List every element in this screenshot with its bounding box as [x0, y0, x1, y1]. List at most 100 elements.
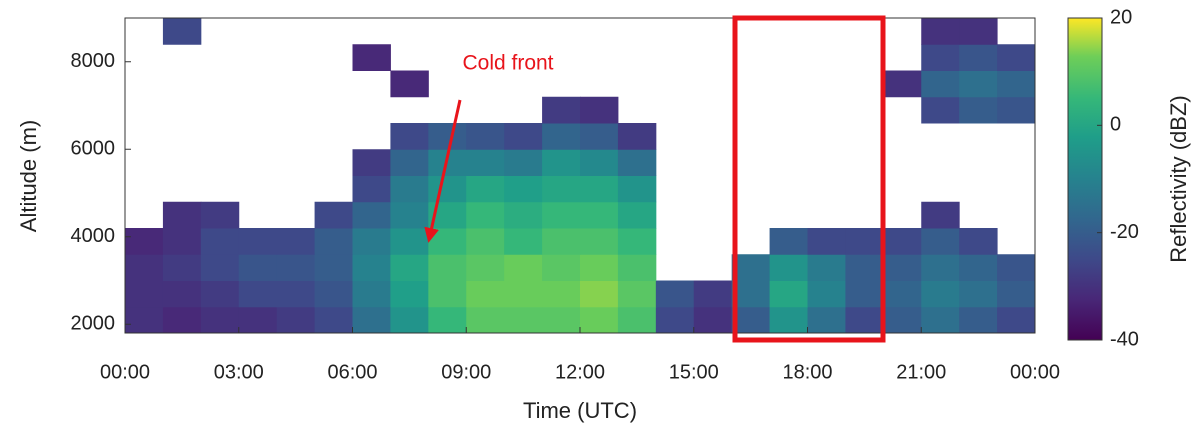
x-tick-label: 09:00	[441, 361, 491, 383]
heatmap-cell	[959, 280, 998, 308]
heatmap-cell	[731, 306, 771, 334]
heatmap-cell	[125, 306, 164, 334]
heatmap-cell	[314, 306, 353, 334]
heatmap-cell	[200, 306, 240, 334]
heatmap-cell	[314, 201, 353, 229]
heatmap-cell	[921, 254, 960, 281]
heatmap-cell	[125, 280, 164, 308]
heatmap-cell	[238, 306, 278, 334]
heatmap-cell	[883, 228, 922, 255]
x-tick-label: 21:00	[896, 361, 946, 383]
heatmap-cell	[542, 149, 581, 176]
heatmap-cell	[466, 228, 505, 255]
heatmap-cell	[693, 280, 733, 308]
heatmap-cell	[428, 228, 467, 255]
y-tick-label: 8000	[71, 50, 116, 72]
heatmap-cell	[162, 280, 202, 308]
heatmap-cell	[997, 254, 1036, 281]
heatmap-cell	[959, 70, 998, 98]
heatmap-cell	[921, 201, 960, 229]
heatmap-cell	[845, 306, 884, 334]
heatmap-cell	[997, 44, 1036, 71]
heatmap-cell	[921, 96, 960, 124]
heatmap-cell	[352, 228, 391, 255]
colorbar-tick-label: -40	[1110, 328, 1139, 350]
heatmap-cell	[466, 254, 505, 281]
heatmap-cell	[617, 280, 657, 308]
heatmap-cell	[504, 228, 543, 255]
heatmap-cell	[883, 280, 922, 308]
heatmap-cell	[731, 280, 771, 308]
heatmap-cell	[276, 228, 316, 255]
heatmap-cell	[238, 254, 278, 281]
heatmap-cell	[504, 123, 543, 150]
heatmap-cell	[997, 306, 1036, 334]
heatmap-cell	[542, 228, 581, 255]
y-tick-label: 4000	[71, 225, 116, 247]
heatmap-cell	[466, 123, 505, 150]
heatmap-cell	[428, 123, 467, 150]
heatmap-cell	[580, 254, 619, 281]
heatmap-cell	[162, 254, 202, 281]
heatmap-cell	[883, 306, 922, 334]
heatmap-cell	[845, 280, 884, 308]
heatmap-cell	[352, 201, 391, 229]
heatmap-cell	[314, 280, 353, 308]
heatmap-cell	[580, 280, 619, 308]
heatmap-cell	[959, 96, 998, 124]
heatmap-cell	[200, 254, 240, 281]
heatmap-cell	[352, 44, 391, 71]
x-tick-label: 12:00	[555, 361, 605, 383]
heatmap-cell	[352, 254, 391, 281]
colorbar-tick-label: 20	[1110, 6, 1132, 28]
heatmap-cell	[769, 280, 808, 308]
heatmap-cell	[617, 123, 657, 150]
heatmap-cell	[655, 280, 695, 308]
heatmap-cell	[921, 70, 960, 98]
heatmap-cell	[921, 18, 960, 45]
heatmap-cell	[390, 280, 429, 308]
x-tick-label: 06:00	[327, 361, 377, 383]
heatmap-cell	[352, 280, 391, 308]
heatmap-cell	[352, 306, 391, 334]
heatmap-cell	[959, 306, 998, 334]
heatmap-cell	[769, 306, 808, 334]
heatmap-cell	[542, 254, 581, 281]
heatmap-cell	[807, 228, 846, 255]
x-tick-label: 00:00	[1010, 361, 1060, 383]
heatmap-cell	[162, 306, 202, 334]
heatmap-cell	[997, 96, 1036, 124]
annotation: Cold front	[462, 52, 553, 75]
heatmap-cell	[276, 306, 316, 334]
heatmap-cell	[466, 201, 505, 229]
heatmap-cell	[466, 149, 505, 176]
heatmap-cell	[617, 175, 657, 203]
heatmap-cell	[921, 228, 960, 255]
heatmap-cell	[617, 254, 657, 281]
heatmap-cell	[504, 254, 543, 281]
heatmap-cell	[390, 175, 429, 203]
heatmap-cell	[200, 228, 240, 255]
heatmap-cell	[504, 149, 543, 176]
heatmap-cell	[731, 254, 771, 281]
heatmap-cell	[390, 228, 429, 255]
heatmap-cell	[807, 280, 846, 308]
heatmap-cell	[542, 175, 581, 203]
heatmap-cell	[693, 306, 733, 334]
heatmap-cell	[466, 175, 505, 203]
heatmap-cell	[542, 280, 581, 308]
heatmap-cell	[466, 280, 505, 308]
highlight-box	[732, 15, 886, 343]
heatmap-cell	[845, 254, 884, 281]
heatmap-cell	[921, 44, 960, 71]
heatmap-cell	[314, 254, 353, 281]
heatmap-cell	[390, 70, 429, 98]
y-axis-label: Altitude (m)	[16, 120, 41, 232]
heatmap-cell	[125, 254, 164, 281]
heatmap-cell	[959, 18, 998, 45]
heatmap-cell	[921, 306, 960, 334]
colorbar	[1067, 17, 1103, 341]
heatmap-cell	[580, 149, 619, 176]
heatmap-cell	[542, 96, 581, 124]
